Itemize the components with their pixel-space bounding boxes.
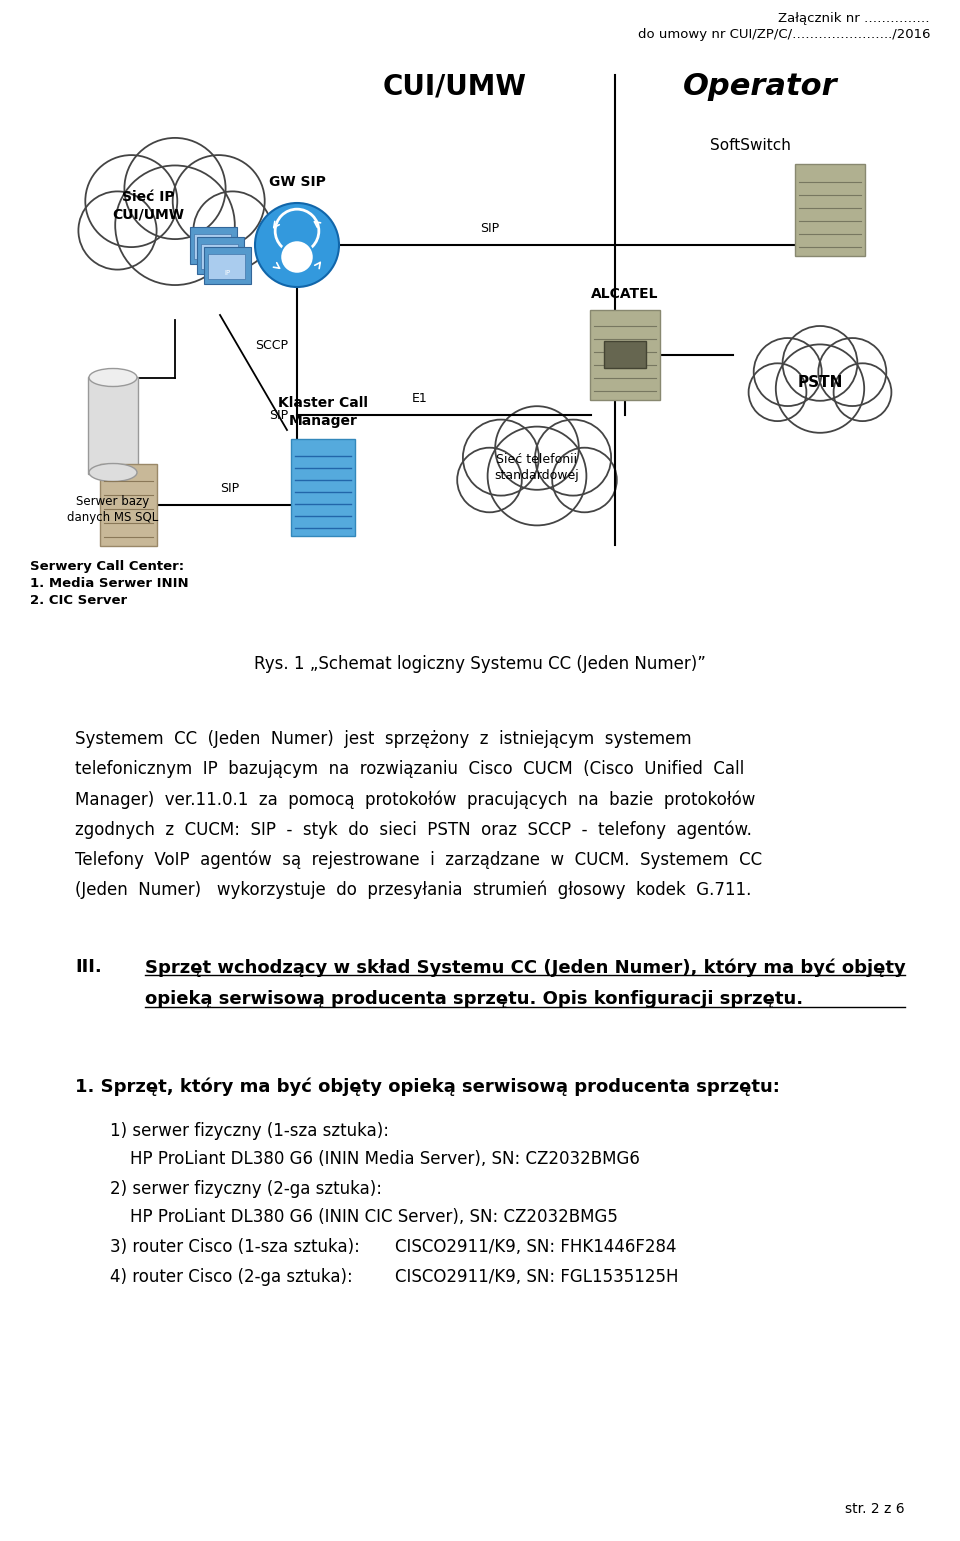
Text: E1: E1 bbox=[412, 391, 428, 405]
FancyBboxPatch shape bbox=[88, 376, 138, 473]
Text: CUI/UMW: CUI/UMW bbox=[383, 72, 527, 100]
Circle shape bbox=[488, 427, 587, 525]
Ellipse shape bbox=[89, 464, 137, 481]
Circle shape bbox=[463, 419, 539, 496]
Text: Systemem  CC  (Jeden  Numer)  jest  sprzężony  z  istniejącym  systemem: Systemem CC (Jeden Numer) jest sprzężony… bbox=[75, 730, 691, 747]
Text: Sieć IP
CUI/UMW: Sieć IP CUI/UMW bbox=[112, 190, 184, 222]
Text: CISCO2911/K9, SN: FGL1535125H: CISCO2911/K9, SN: FGL1535125H bbox=[395, 1268, 679, 1287]
Circle shape bbox=[276, 210, 319, 253]
Circle shape bbox=[280, 240, 314, 274]
Text: GW SIP: GW SIP bbox=[269, 176, 325, 190]
Text: IP: IP bbox=[224, 270, 230, 276]
Text: Serwery Call Center:
1. Media Serwer ININ
2. CIC Server: Serwery Call Center: 1. Media Serwer INI… bbox=[30, 559, 188, 607]
FancyBboxPatch shape bbox=[590, 310, 660, 401]
Text: 4) router Cisco (2-ga sztuka):: 4) router Cisco (2-ga sztuka): bbox=[110, 1268, 352, 1287]
Circle shape bbox=[535, 419, 612, 496]
Text: 1. Sprzęt, który ma być objęty opieką serwisową producenta sprzętu:: 1. Sprzęt, który ma być objęty opieką se… bbox=[75, 1077, 780, 1096]
Circle shape bbox=[749, 364, 806, 421]
Text: do umowy nr CUI/ZP/C/…………………../2016: do umowy nr CUI/ZP/C/…………………../2016 bbox=[637, 28, 930, 42]
FancyBboxPatch shape bbox=[201, 243, 237, 268]
Text: telefonicznym  IP  bazującym  na  rozwiązaniu  Cisco  CUCM  (Cisco  Unified  Cal: telefonicznym IP bazującym na rozwiązani… bbox=[75, 760, 744, 778]
Circle shape bbox=[173, 156, 265, 247]
Text: SIP: SIP bbox=[480, 222, 499, 234]
FancyBboxPatch shape bbox=[207, 254, 245, 279]
Text: Rys. 1 „Schemat logiczny Systemu CC (Jeden Numer)”: Rys. 1 „Schemat logiczny Systemu CC (Jed… bbox=[254, 655, 706, 673]
Circle shape bbox=[79, 191, 156, 270]
FancyBboxPatch shape bbox=[604, 341, 646, 368]
FancyBboxPatch shape bbox=[100, 464, 156, 546]
Text: Sieć telefonii
standardowej: Sieć telefonii standardowej bbox=[494, 453, 580, 481]
Circle shape bbox=[818, 337, 886, 405]
Text: 1) serwer fizyczny (1-sza sztuka):: 1) serwer fizyczny (1-sza sztuka): bbox=[110, 1122, 389, 1140]
Text: Operator: Operator bbox=[683, 72, 837, 102]
Circle shape bbox=[495, 407, 579, 490]
Text: III.: III. bbox=[75, 959, 102, 975]
Circle shape bbox=[552, 448, 616, 512]
Circle shape bbox=[776, 344, 864, 433]
FancyBboxPatch shape bbox=[189, 227, 236, 264]
Circle shape bbox=[833, 364, 892, 421]
Text: HP ProLiant DL380 G6 (ININ Media Server), SN: CZ2032BMG6: HP ProLiant DL380 G6 (ININ Media Server)… bbox=[130, 1150, 640, 1168]
Text: ALCATEL: ALCATEL bbox=[591, 287, 659, 300]
Text: Manager)  ver.11.0.1  za  pomocą  protokołów  pracujących  na  bazie  protokołów: Manager) ver.11.0.1 za pomocą protokołów… bbox=[75, 791, 756, 809]
FancyBboxPatch shape bbox=[795, 163, 865, 256]
Circle shape bbox=[782, 327, 857, 401]
Text: IP: IP bbox=[217, 259, 223, 265]
Text: (Jeden  Numer)   wykorzystuje  do  przesyłania  strumień  głosowy  kodek  G.711.: (Jeden Numer) wykorzystuje do przesyłani… bbox=[75, 880, 752, 898]
Text: SCCP: SCCP bbox=[255, 339, 288, 351]
Text: SIP: SIP bbox=[221, 482, 240, 495]
FancyBboxPatch shape bbox=[197, 236, 244, 273]
FancyBboxPatch shape bbox=[291, 439, 355, 536]
Text: Serwer bazy
danych MS SQL: Serwer bazy danych MS SQL bbox=[67, 495, 158, 524]
Circle shape bbox=[457, 448, 522, 512]
Text: Klaster Call
Manager: Klaster Call Manager bbox=[278, 396, 368, 427]
Text: PSTN: PSTN bbox=[798, 374, 843, 390]
Text: Załącznik nr ……………: Załącznik nr …………… bbox=[779, 12, 930, 25]
Circle shape bbox=[125, 137, 226, 239]
Circle shape bbox=[255, 203, 339, 287]
Circle shape bbox=[85, 156, 178, 247]
Ellipse shape bbox=[89, 368, 137, 387]
Text: SIP: SIP bbox=[269, 408, 288, 422]
Text: str. 2 z 6: str. 2 z 6 bbox=[846, 1502, 905, 1516]
Text: Telefony  VoIP  agentów  są  rejestrowane  i  zarządzane  w  CUCM.  Systemem  CC: Telefony VoIP agentów są rejestrowane i … bbox=[75, 851, 762, 869]
Circle shape bbox=[115, 165, 235, 285]
FancyBboxPatch shape bbox=[194, 234, 230, 259]
Text: 2) serwer fizyczny (2-ga sztuka):: 2) serwer fizyczny (2-ga sztuka): bbox=[110, 1180, 382, 1197]
Text: HP ProLiant DL380 G6 (ININ CIC Server), SN: CZ2032BMG5: HP ProLiant DL380 G6 (ININ CIC Server), … bbox=[130, 1208, 618, 1227]
Circle shape bbox=[754, 337, 822, 405]
Text: zgodnych  z  CUCM:  SIP  -  styk  do  sieci  PSTN  oraz  SCCP  -  telefony  agen: zgodnych z CUCM: SIP - styk do sieci PST… bbox=[75, 820, 752, 838]
Text: 3) router Cisco (1-sza sztuka):: 3) router Cisco (1-sza sztuka): bbox=[110, 1237, 360, 1256]
Text: SoftSwitch: SoftSwitch bbox=[709, 139, 790, 153]
Circle shape bbox=[193, 191, 272, 270]
FancyBboxPatch shape bbox=[204, 247, 251, 284]
Text: opieką serwisową producenta sprzętu. Opis konfiguracji sprzętu.: opieką serwisową producenta sprzętu. Opi… bbox=[145, 989, 804, 1008]
Text: CISCO2911/K9, SN: FHK1446F284: CISCO2911/K9, SN: FHK1446F284 bbox=[395, 1237, 677, 1256]
Text: IP: IP bbox=[210, 250, 216, 256]
Text: Sprzęt wchodzący w skład Systemu CC (Jeden Numer), który ma być objęty: Sprzęt wchodzący w skład Systemu CC (Jed… bbox=[145, 959, 905, 977]
